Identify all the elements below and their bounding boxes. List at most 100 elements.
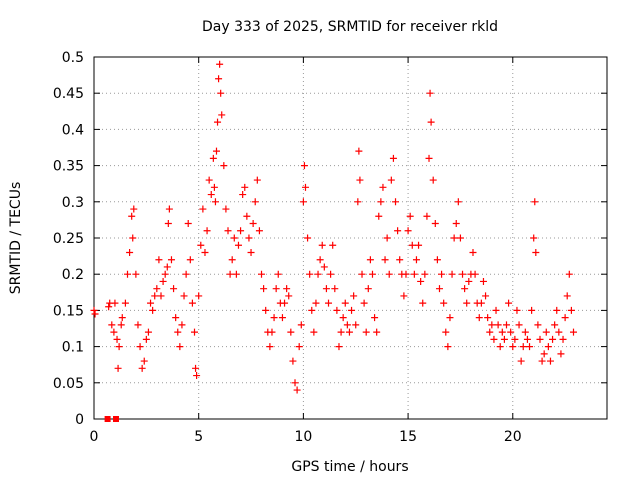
data-point — [417, 277, 425, 285]
data-point — [151, 292, 159, 300]
data-point — [412, 256, 420, 264]
data-point — [486, 328, 494, 336]
data-point — [526, 343, 534, 351]
y-tick-label: 0.1 — [62, 340, 84, 356]
data-point — [563, 292, 571, 300]
data-point — [431, 220, 439, 228]
data-point — [450, 234, 458, 242]
data-point — [444, 343, 452, 351]
data-point — [379, 183, 387, 191]
data-point — [164, 220, 172, 228]
data-point — [262, 306, 270, 314]
data-point — [285, 292, 293, 300]
data-point — [355, 147, 363, 155]
data-point — [492, 306, 500, 314]
data-point — [147, 299, 155, 307]
data-point — [207, 191, 215, 199]
data-point — [115, 343, 123, 351]
data-point — [306, 270, 314, 278]
data-point — [247, 248, 255, 256]
data-point — [381, 256, 389, 264]
data-point — [217, 89, 225, 97]
data-point — [509, 343, 517, 351]
data-point — [121, 299, 129, 307]
data-point — [322, 285, 330, 293]
data-point — [215, 75, 223, 83]
data-point — [521, 328, 529, 336]
data-point — [226, 270, 234, 278]
data-point — [448, 270, 456, 278]
data-point — [337, 328, 345, 336]
data-point — [500, 335, 508, 343]
data-point — [561, 314, 569, 322]
data-point — [304, 234, 312, 242]
data-point — [423, 212, 431, 220]
data-point — [394, 227, 402, 235]
data-point — [358, 270, 366, 278]
data-point — [389, 154, 397, 162]
data-point — [410, 270, 418, 278]
data-point — [406, 212, 414, 220]
data-point — [199, 205, 207, 213]
data-point — [530, 234, 538, 242]
data-point — [484, 314, 492, 322]
data-point — [345, 328, 353, 336]
data-point — [477, 299, 485, 307]
data-point — [565, 270, 573, 278]
data-point — [289, 357, 297, 365]
data-point — [300, 162, 308, 170]
data-point — [301, 183, 309, 191]
data-point — [567, 306, 575, 314]
data-point — [270, 314, 278, 322]
data-point — [396, 256, 404, 264]
data-point — [329, 241, 337, 249]
x-tick-label: 15 — [399, 429, 417, 445]
data-point — [155, 256, 163, 264]
data-point — [172, 314, 180, 322]
data-point — [517, 357, 525, 365]
data-point — [191, 328, 199, 336]
data-point — [519, 343, 527, 351]
y-tick-label: 0.5 — [62, 50, 84, 66]
data-point — [228, 256, 236, 264]
data-point — [216, 60, 224, 68]
data-point — [538, 357, 546, 365]
data-point — [350, 292, 358, 300]
data-point — [377, 198, 385, 206]
data-point — [352, 321, 360, 329]
data-point — [234, 241, 242, 249]
data-point — [415, 241, 423, 249]
data-point — [383, 234, 391, 242]
data-point — [385, 270, 393, 278]
data-point — [142, 335, 150, 343]
data-point — [278, 314, 286, 322]
x-axis-label: GPS time / hours — [291, 459, 408, 475]
data-point — [551, 321, 559, 329]
data-point — [461, 285, 469, 293]
data-point — [157, 292, 165, 300]
data-point — [212, 147, 220, 155]
data-point — [454, 198, 462, 206]
data-point — [193, 372, 201, 380]
data-point — [178, 321, 186, 329]
data-point — [124, 270, 132, 278]
data-point — [366, 256, 374, 264]
data-point — [348, 306, 356, 314]
data-point — [532, 248, 540, 256]
data-point — [542, 328, 550, 336]
data-point — [360, 299, 368, 307]
data-point — [195, 292, 203, 300]
data-point — [400, 292, 408, 300]
data-point — [440, 299, 448, 307]
data-point — [249, 220, 257, 228]
data-point — [114, 364, 122, 372]
data-point — [159, 277, 167, 285]
data-point — [392, 198, 400, 206]
data-point — [494, 321, 502, 329]
data-point — [268, 328, 276, 336]
x-tick-label: 20 — [504, 429, 522, 445]
data-point — [210, 183, 218, 191]
data-point — [255, 227, 263, 235]
data-point — [427, 118, 435, 126]
data-point — [192, 364, 200, 372]
